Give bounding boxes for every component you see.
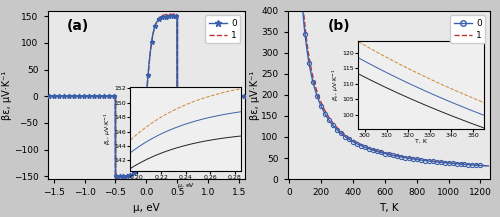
Legend: 0, 1: 0, 1 <box>205 15 240 43</box>
Text: (b): (b) <box>328 19 350 33</box>
Legend: 0, 1: 0, 1 <box>450 15 486 43</box>
Y-axis label: βε, μV·K⁻¹: βε, μV·K⁻¹ <box>250 70 260 120</box>
Y-axis label: βε, μV·K⁻¹: βε, μV·K⁻¹ <box>2 70 12 120</box>
Text: (a): (a) <box>67 19 90 33</box>
X-axis label: μ, eV: μ, eV <box>133 203 160 213</box>
X-axis label: T, K: T, K <box>379 203 398 213</box>
